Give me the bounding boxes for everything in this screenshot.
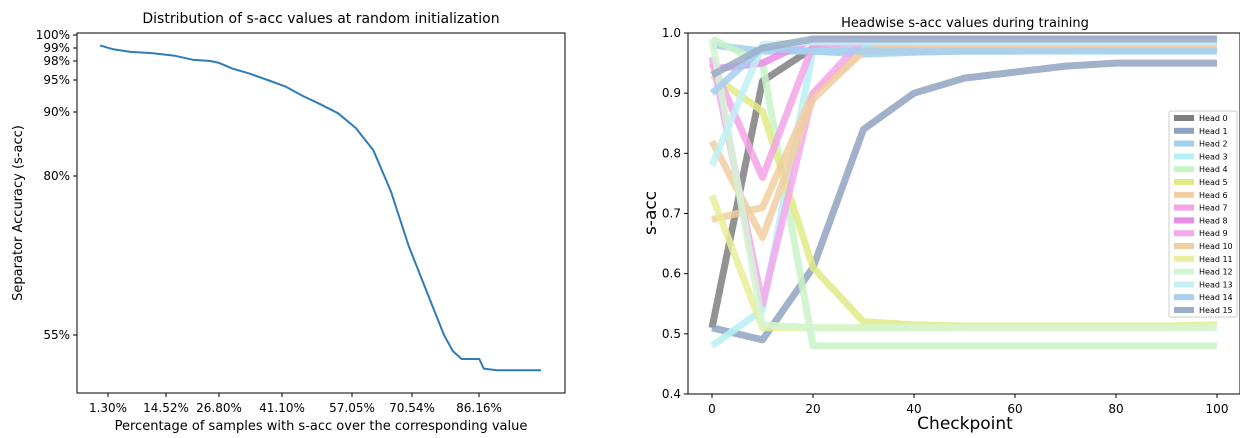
right-x-tick-label: 100 — [1206, 402, 1229, 416]
legend-swatch — [1174, 115, 1194, 121]
series-line-head-4 — [710, 35, 1217, 350]
series-line-head-1 — [711, 59, 1217, 344]
left-plot-frame — [76, 32, 566, 394]
legend-swatch — [1174, 191, 1194, 198]
legend-swatch — [1174, 166, 1194, 173]
left-chart-title: Distribution of s-acc values at random i… — [142, 11, 499, 27]
left-y-tick-label: 98% — [43, 54, 70, 68]
right-y-ticks: 0.4 0.5 0.6 0.7 0.8 0.9 1.0 — [662, 26, 688, 401]
left-x-tick-label: 57.05% — [329, 401, 375, 415]
left-y-tick-label: 80% — [43, 169, 70, 183]
left-y-tick-label: 95% — [43, 73, 70, 87]
chart-left: Distribution of s-acc values at random i… — [11, 11, 566, 434]
legend-label: Head 5 — [1199, 178, 1228, 187]
right-y-axis-label: s-acc — [641, 191, 661, 235]
legend-swatch — [1174, 243, 1194, 249]
legend-label: Head 2 — [1199, 140, 1228, 149]
legend-label: Head 10 — [1199, 242, 1233, 251]
right-x-axis-label: Checkpoint — [917, 414, 1013, 434]
left-y-axis-label: Separator Accuracy (s-acc) — [11, 125, 26, 301]
right-x-tick-label: 60 — [1007, 402, 1022, 416]
legend-entries: Head 0 Head 1 Head 2 Head 3 Head 4 Head 5 Head… — [1174, 114, 1233, 315]
legend-swatch — [1174, 179, 1194, 185]
right-y-tick-label: 0.7 — [662, 207, 681, 221]
left-x-ticks: 1.30% 14.52% 26.80% 41.10% 57.05% 70.54% 86.16… — [89, 393, 502, 415]
legend-label: Head 15 — [1199, 306, 1233, 315]
legend-label: Head 11 — [1199, 255, 1233, 264]
right-y-tick-label: 0.9 — [662, 86, 681, 100]
series-line-head-15 — [710, 35, 1217, 79]
legend-label: Head 1 — [1199, 127, 1228, 136]
legend-label: Head 3 — [1199, 152, 1228, 161]
right-y-tick-label: 1.0 — [662, 26, 681, 40]
left-x-tick-label: 26.80% — [196, 401, 242, 415]
left-y-tick-label: 100% — [36, 28, 70, 42]
legend-swatch — [1174, 268, 1194, 275]
series-line-head-14 — [709, 44, 1217, 96]
right-x-tick-label: 0 — [708, 402, 716, 416]
series-line-head-12 — [708, 38, 1217, 332]
left-y-ticks: 55% 80% 90% 95% 98%99%100% — [36, 28, 77, 342]
left-x-tick-label: 86.16% — [456, 401, 502, 415]
legend-label: Head 8 — [1199, 216, 1228, 225]
right-x-tick-label: 20 — [805, 402, 820, 416]
right-y-tick-label: 0.8 — [662, 146, 681, 160]
legend-swatch — [1174, 230, 1194, 237]
legend-swatch — [1174, 140, 1194, 147]
legend-swatch — [1174, 217, 1194, 224]
legend-label: Head 12 — [1199, 268, 1233, 277]
legend-label: Head 14 — [1199, 293, 1233, 302]
legend-label: Head 0 — [1199, 114, 1228, 123]
left-x-axis-label: Percentage of samples with s-acc over th… — [115, 419, 528, 434]
left-y-tick-label: 55% — [43, 328, 70, 342]
right-y-tick-label: 0.6 — [662, 267, 681, 281]
right-chart-title: Headwise s-acc values during training — [841, 16, 1089, 31]
left-x-tick-label: 70.54% — [389, 401, 435, 415]
left-series-line — [99, 44, 541, 372]
right-x-tick-label: 80 — [1108, 402, 1123, 416]
left-y-tick-label: 90% — [43, 105, 70, 119]
legend-swatch — [1174, 255, 1194, 262]
legend-label: Head 13 — [1199, 280, 1233, 289]
right-x-tick-label: 40 — [906, 402, 921, 416]
legend: Head 0 Head 1 Head 2 Head 3 Head 4 Head 5 Head… — [1168, 110, 1238, 318]
right-x-ticks: 0 20 40 60 80 100 — [708, 394, 1228, 416]
legend-label: Head 4 — [1199, 165, 1228, 174]
chart-right: Headwise s-acc values during training 0.… — [641, 16, 1240, 434]
legend-label: Head 9 — [1199, 229, 1228, 238]
left-series — [99, 44, 541, 372]
left-y-tick-label: 99% — [43, 41, 70, 55]
right-series — [708, 35, 1218, 350]
right-y-tick-label: 0.4 — [662, 387, 681, 401]
legend-box — [1168, 110, 1238, 318]
left-x-tick-label: 41.10% — [259, 401, 305, 415]
legend-swatch — [1174, 307, 1194, 313]
legend-swatch — [1174, 204, 1194, 211]
legend-swatch — [1174, 281, 1194, 288]
right-y-tick-label: 0.5 — [662, 327, 681, 341]
legend-swatch — [1174, 153, 1194, 160]
legend-swatch — [1174, 294, 1194, 301]
legend-label: Head 7 — [1199, 204, 1228, 213]
legend-swatch — [1174, 127, 1194, 134]
left-x-tick-label: 14.52% — [143, 401, 189, 415]
legend-label: Head 6 — [1199, 191, 1228, 200]
left-x-tick-label: 1.30% — [89, 401, 127, 415]
